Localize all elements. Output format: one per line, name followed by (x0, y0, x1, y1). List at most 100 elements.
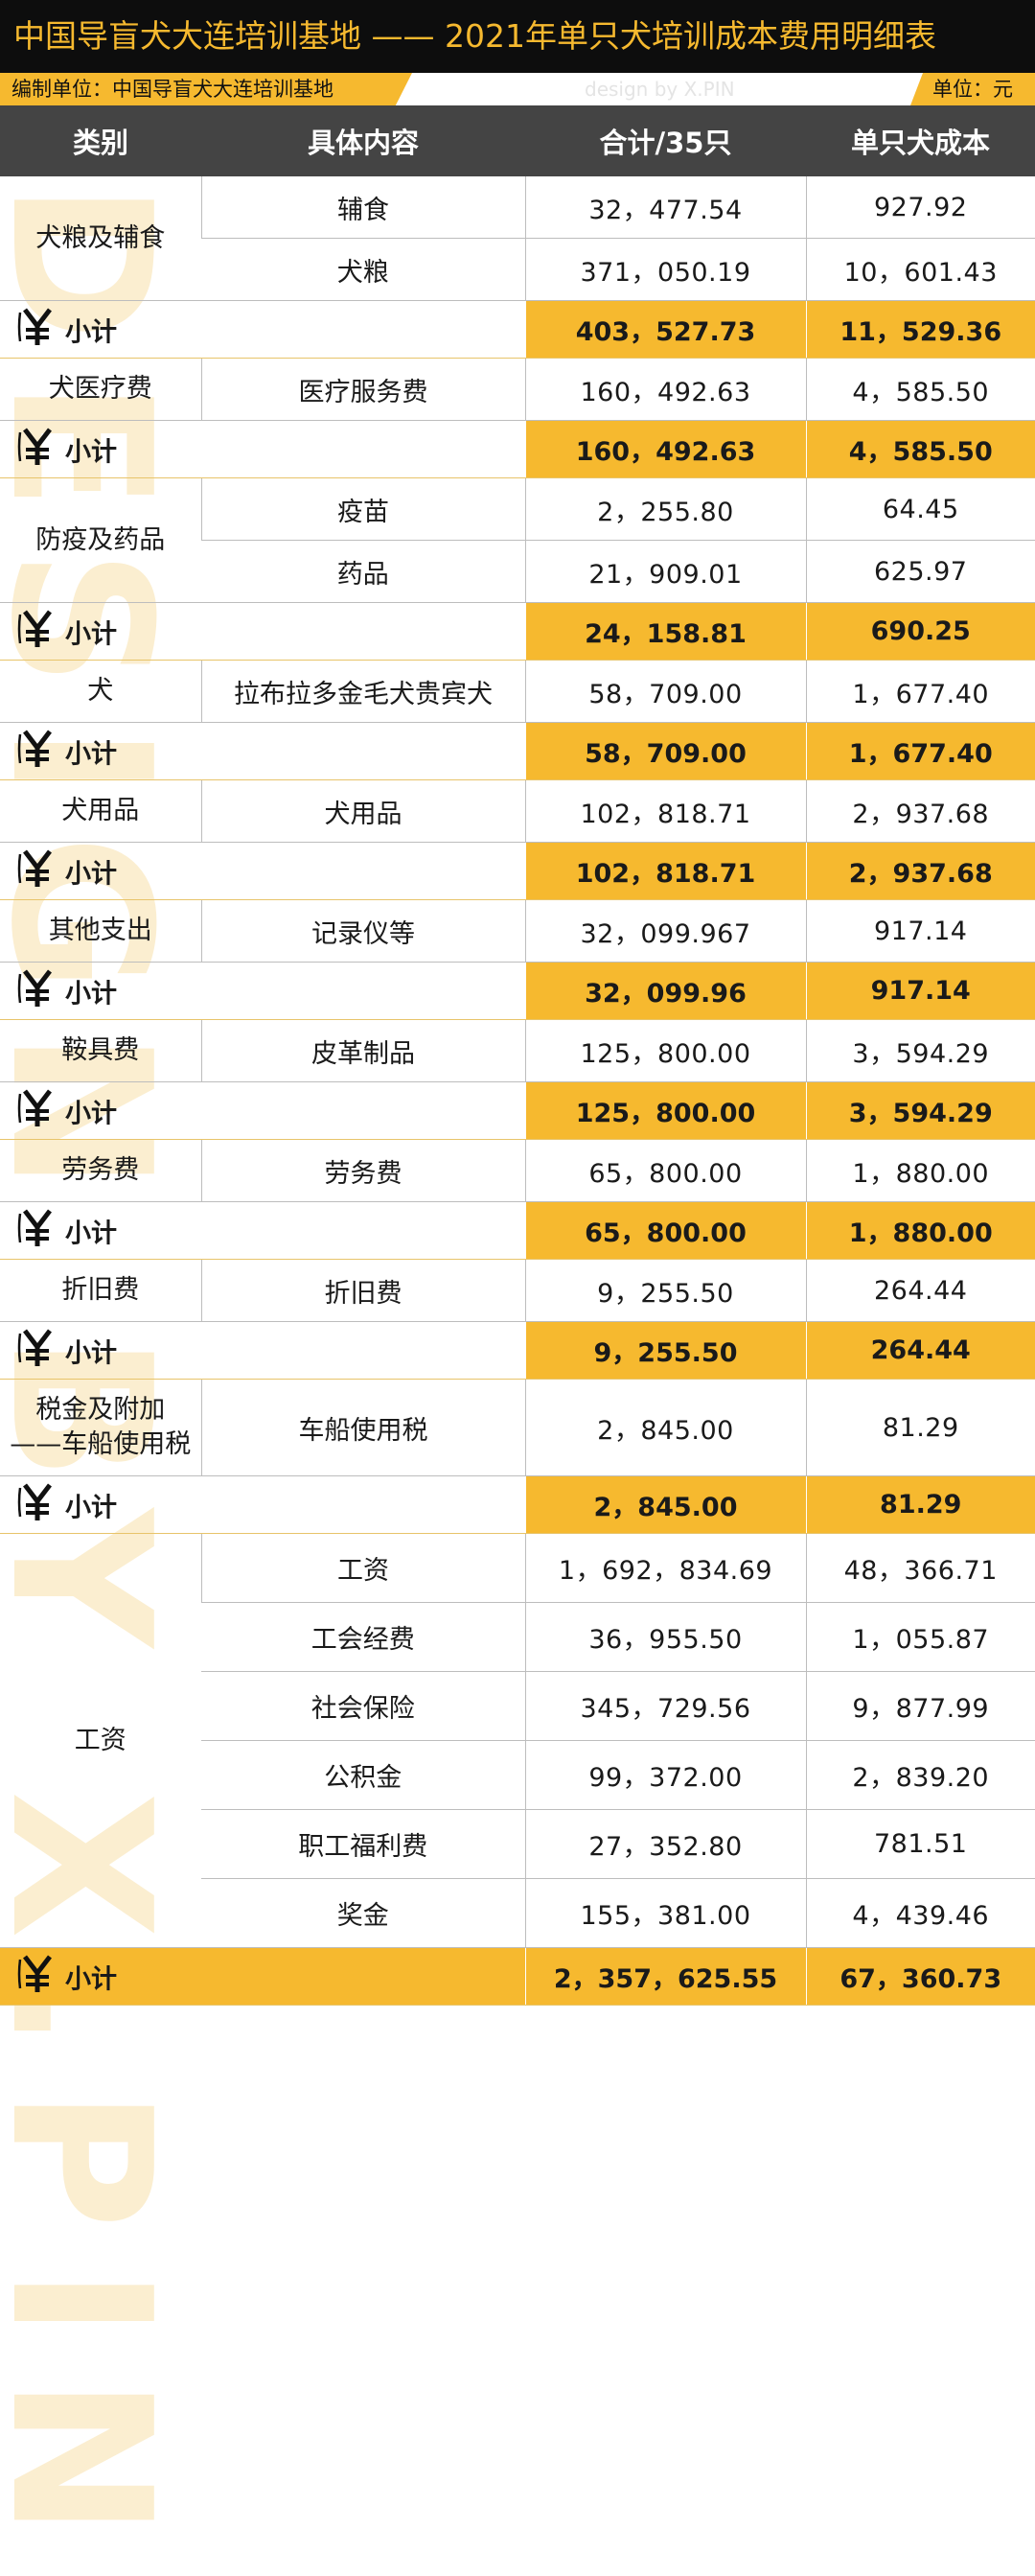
content-cell: 车船使用税 (200, 1379, 525, 1476)
subtotal-per-dog-cell: 11，529.36 (805, 300, 1035, 359)
per-dog-cell: 48，366.71 (805, 1533, 1035, 1603)
total-cell: 2，255.80 (524, 477, 806, 541)
subtotal-row: 小计 403，527.73 11，529.36 (0, 300, 1035, 359)
subtotal-row: 小计 160，492.63 4，585.50 (0, 420, 1035, 478)
yen-icon (17, 729, 58, 769)
content-cell: 劳务费 (200, 1139, 525, 1202)
per-dog-cell: 1，677.40 (805, 660, 1035, 723)
subtotal-per-dog-cell: 4，585.50 (805, 420, 1035, 478)
content-cell: 记录仪等 (200, 899, 525, 963)
content-cell: 犬用品 (200, 779, 525, 843)
subtotal-label: 小计 (65, 739, 117, 769)
subtotal-per-dog-cell: 1，677.40 (805, 722, 1035, 780)
subtotal-label-cell: 小计 (0, 420, 525, 478)
subtotal-total-cell: 58，709.00 (524, 722, 806, 780)
subtotal-per-dog-cell: 67，360.73 (805, 1947, 1035, 2006)
per-dog-cell: 3，594.29 (805, 1019, 1035, 1082)
table-row: 折旧费 折旧费 9，255.50 264.44 (0, 1259, 1035, 1322)
per-dog-cell: 264.44 (805, 1259, 1035, 1322)
subtotal-label: 小计 (65, 1218, 117, 1248)
per-dog-cell: 10，601.43 (805, 238, 1035, 301)
yen-icon (17, 1328, 58, 1368)
subtotal-label-cell: 小计 (0, 1081, 525, 1140)
subtotal-label: 小计 (65, 859, 117, 889)
subtotal-total-cell: 2，845.00 (524, 1475, 806, 1534)
category-cell: 折旧费 (0, 1259, 201, 1322)
subtotal-row: 小计 24，158.81 690.25 (0, 602, 1035, 661)
table-row: 公积金 99，372.00 2，839.20 (0, 1740, 1035, 1810)
subtotal-row: 小计 2，845.00 81.29 (0, 1475, 1035, 1534)
content-cell: 折旧费 (200, 1259, 525, 1322)
subtotal-per-dog-cell: 690.25 (805, 602, 1035, 661)
content-cell: 医疗服务费 (200, 358, 525, 421)
category-cell: 工资 (0, 1533, 201, 1948)
subtotal-per-dog-cell: 264.44 (805, 1321, 1035, 1380)
total-cell: 99，372.00 (524, 1740, 806, 1810)
total-cell: 21，909.01 (524, 540, 806, 603)
per-dog-cell: 1，055.87 (805, 1602, 1035, 1672)
yen-icon (17, 968, 58, 1009)
column-header-total: 合计/35只 (525, 105, 806, 176)
subtotal-label: 小计 (65, 1338, 117, 1368)
content-cell: 社会保险 (201, 1671, 525, 1741)
content-cell: 公积金 (201, 1740, 525, 1810)
total-cell: 155，381.00 (524, 1878, 806, 1948)
subtotal-label-cell: 小计 (0, 1201, 525, 1260)
yen-icon (17, 307, 58, 347)
per-dog-cell: 64.45 (805, 477, 1035, 541)
design-credit: design by X.PIN (585, 78, 735, 101)
per-dog-cell: 81.29 (805, 1379, 1035, 1476)
category-cell: 劳务费 (0, 1139, 201, 1202)
subtotal-label: 小计 (65, 1964, 117, 1994)
table-row: 工会经费 36，955.50 1，055.87 (0, 1602, 1035, 1672)
content-cell: 工资 (200, 1533, 525, 1603)
table-row: 工资 工资 1，692，834.69 48，366.71 (0, 1533, 1035, 1948)
category-cell: 犬医疗费 (0, 358, 201, 421)
subtotal-row: 小计 65，800.00 1，880.00 (0, 1201, 1035, 1260)
total-cell: 9，255.50 (524, 1259, 806, 1322)
subtotal-row: 小计 9，255.50 264.44 (0, 1321, 1035, 1380)
yen-icon (17, 848, 58, 889)
total-cell: 32，099.967 (524, 899, 806, 963)
subtotal-row: 小计 125，800.00 3，594.29 (0, 1081, 1035, 1140)
per-dog-cell: 625.97 (805, 540, 1035, 603)
table-row: 犬拉布拉多金毛犬贵宾犬 58，709.00 1，677.40 (0, 660, 1035, 723)
content-cell: 职工福利费 (201, 1809, 525, 1879)
subtotal-per-dog-cell: 1，880.00 (805, 1201, 1035, 1260)
total-cell: 2，845.00 (524, 1379, 806, 1476)
per-dog-cell: 781.51 (805, 1809, 1035, 1879)
subtotal-total-cell: 9，255.50 (524, 1321, 806, 1380)
subtotal-total-cell: 2，357，625.55 (524, 1947, 806, 2006)
total-cell: 32，477.54 (524, 176, 806, 239)
content-cell: 辅食 (200, 176, 525, 239)
subtotal-total-cell: 32，099.96 (524, 962, 806, 1020)
subtotal-per-dog-cell: 3，594.29 (805, 1081, 1035, 1140)
per-dog-cell: 2，937.68 (805, 779, 1035, 843)
category-cell: 犬用品 (0, 779, 201, 843)
table-row: 防疫及药品 疫苗 2，255.80 64.45 (0, 477, 1035, 603)
subtotal-total-cell: 160，492.63 (524, 420, 806, 478)
yen-icon (17, 1208, 58, 1248)
cost-table: 类别 具体内容 合计/35只 单只犬成本 犬粮及辅食 辅食 32，477.54 927… (0, 105, 1035, 2006)
subtotal-row: 小计 32，099.96 917.14 (0, 962, 1035, 1020)
column-header-category: 类别 (0, 105, 201, 176)
per-dog-cell: 917.14 (805, 899, 1035, 963)
subtotal-row: 小计 102，818.71 2，937.68 (0, 842, 1035, 900)
content-cell: 奖金 (201, 1878, 525, 1948)
table-row: 其他支出 记录仪等 32，099.967 917.14 (0, 899, 1035, 963)
table-row: 奖金 155，381.00 4，439.46 (0, 1878, 1035, 1948)
category-cell: 防疫及药品 (0, 477, 201, 603)
yen-icon (17, 1954, 58, 1994)
content-cell: 药品 (201, 540, 525, 603)
table-row: 犬医疗费 医疗服务费 160，492.63 4，585.50 (0, 358, 1035, 421)
yen-icon (17, 1482, 58, 1522)
total-cell: 27，352.80 (524, 1809, 806, 1879)
total-cell: 125，800.00 (524, 1019, 806, 1082)
per-dog-cell: 927.92 (805, 176, 1035, 239)
total-cell: 36，955.50 (524, 1602, 806, 1672)
table-row: 犬粮 371，050.19 10，601.43 (0, 238, 1035, 301)
subtotal-label: 小计 (65, 1493, 117, 1522)
unit-label: 单位：元 (910, 73, 1035, 105)
table-row: 税金及附加 ——车船使用税 车船使用税 2，845.00 81.29 (0, 1379, 1035, 1476)
category-cell: 其他支出 (0, 899, 201, 963)
